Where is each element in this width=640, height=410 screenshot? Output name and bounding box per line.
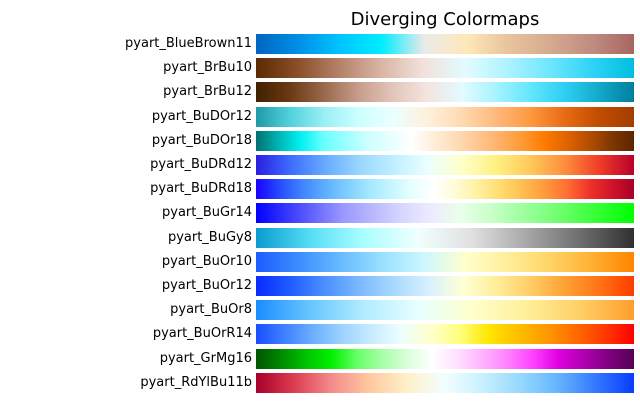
colormap-label: pyart_BuOr10 <box>161 253 252 269</box>
colormap-bar <box>256 251 634 272</box>
colormap-bar <box>256 203 634 224</box>
colormap-row: pyart_BrBu10 <box>0 58 640 79</box>
colormap-label: pyart_BuOr8 <box>170 302 252 318</box>
colormap-bar <box>256 372 634 393</box>
colormap-row: pyart_BuOr12 <box>0 276 640 296</box>
colormap-bar <box>256 227 634 248</box>
colormap-label: pyart_BlueBrown11 <box>125 36 252 51</box>
colormap-label: pyart_BuGr14 <box>162 205 252 221</box>
colormap-label: pyart_BrBu12 <box>163 84 252 100</box>
colormap-bar <box>256 130 634 151</box>
colormap-row: pyart_BrBu12 <box>0 82 640 103</box>
colormap-row: pyart_BuDRd12 <box>0 155 640 175</box>
colormap-bar <box>256 324 634 345</box>
colormap-label: pyart_BrBu10 <box>163 60 252 76</box>
colormap-bar <box>256 82 634 103</box>
colormap-row: pyart_BuGy8 <box>0 227 640 248</box>
colormap-bar <box>256 58 634 79</box>
colormap-label: pyart_BuDRd18 <box>150 181 252 197</box>
colormap-row: pyart_BuGr14 <box>0 203 640 224</box>
colormap-label: pyart_RdYlBu11b <box>140 374 252 390</box>
colormap-row: pyart_BuOr8 <box>0 300 640 321</box>
colormap-row: pyart_BuDRd18 <box>0 179 640 200</box>
colormap-bar <box>256 348 634 369</box>
colormap-row: pyart_BuOr10 <box>0 251 640 272</box>
colormap-label: pyart_BuDOr12 <box>151 108 252 124</box>
colormap-bar <box>256 155 634 175</box>
colormap-bar <box>256 179 634 200</box>
colormap-bar <box>256 106 634 127</box>
colormap-row: pyart_BuOrR14 <box>0 324 640 345</box>
colormap-row: pyart_BlueBrown11 <box>0 34 640 54</box>
colormap-label: pyart_BuOr12 <box>161 278 252 293</box>
colormap-bar <box>256 300 634 321</box>
colormap-label: pyart_BuDRd12 <box>150 157 252 172</box>
chart-title: Diverging Colormaps <box>350 9 540 30</box>
colormap-row: pyart_BuDOr18 <box>0 130 640 151</box>
colormap-label: pyart_BuGy8 <box>167 229 252 245</box>
colormap-row: pyart_GrMg16 <box>0 348 640 369</box>
colormap-row: pyart_RdYlBu11b <box>0 372 640 393</box>
colormap-label: pyart_GrMg16 <box>159 350 252 366</box>
colormap-row: pyart_BuDOr12 <box>0 106 640 127</box>
colormap-bar <box>256 276 634 296</box>
colormap-bar <box>256 34 634 54</box>
colormap-label: pyart_BuDOr18 <box>151 132 252 148</box>
colormap-label: pyart_BuOrR14 <box>152 326 252 342</box>
